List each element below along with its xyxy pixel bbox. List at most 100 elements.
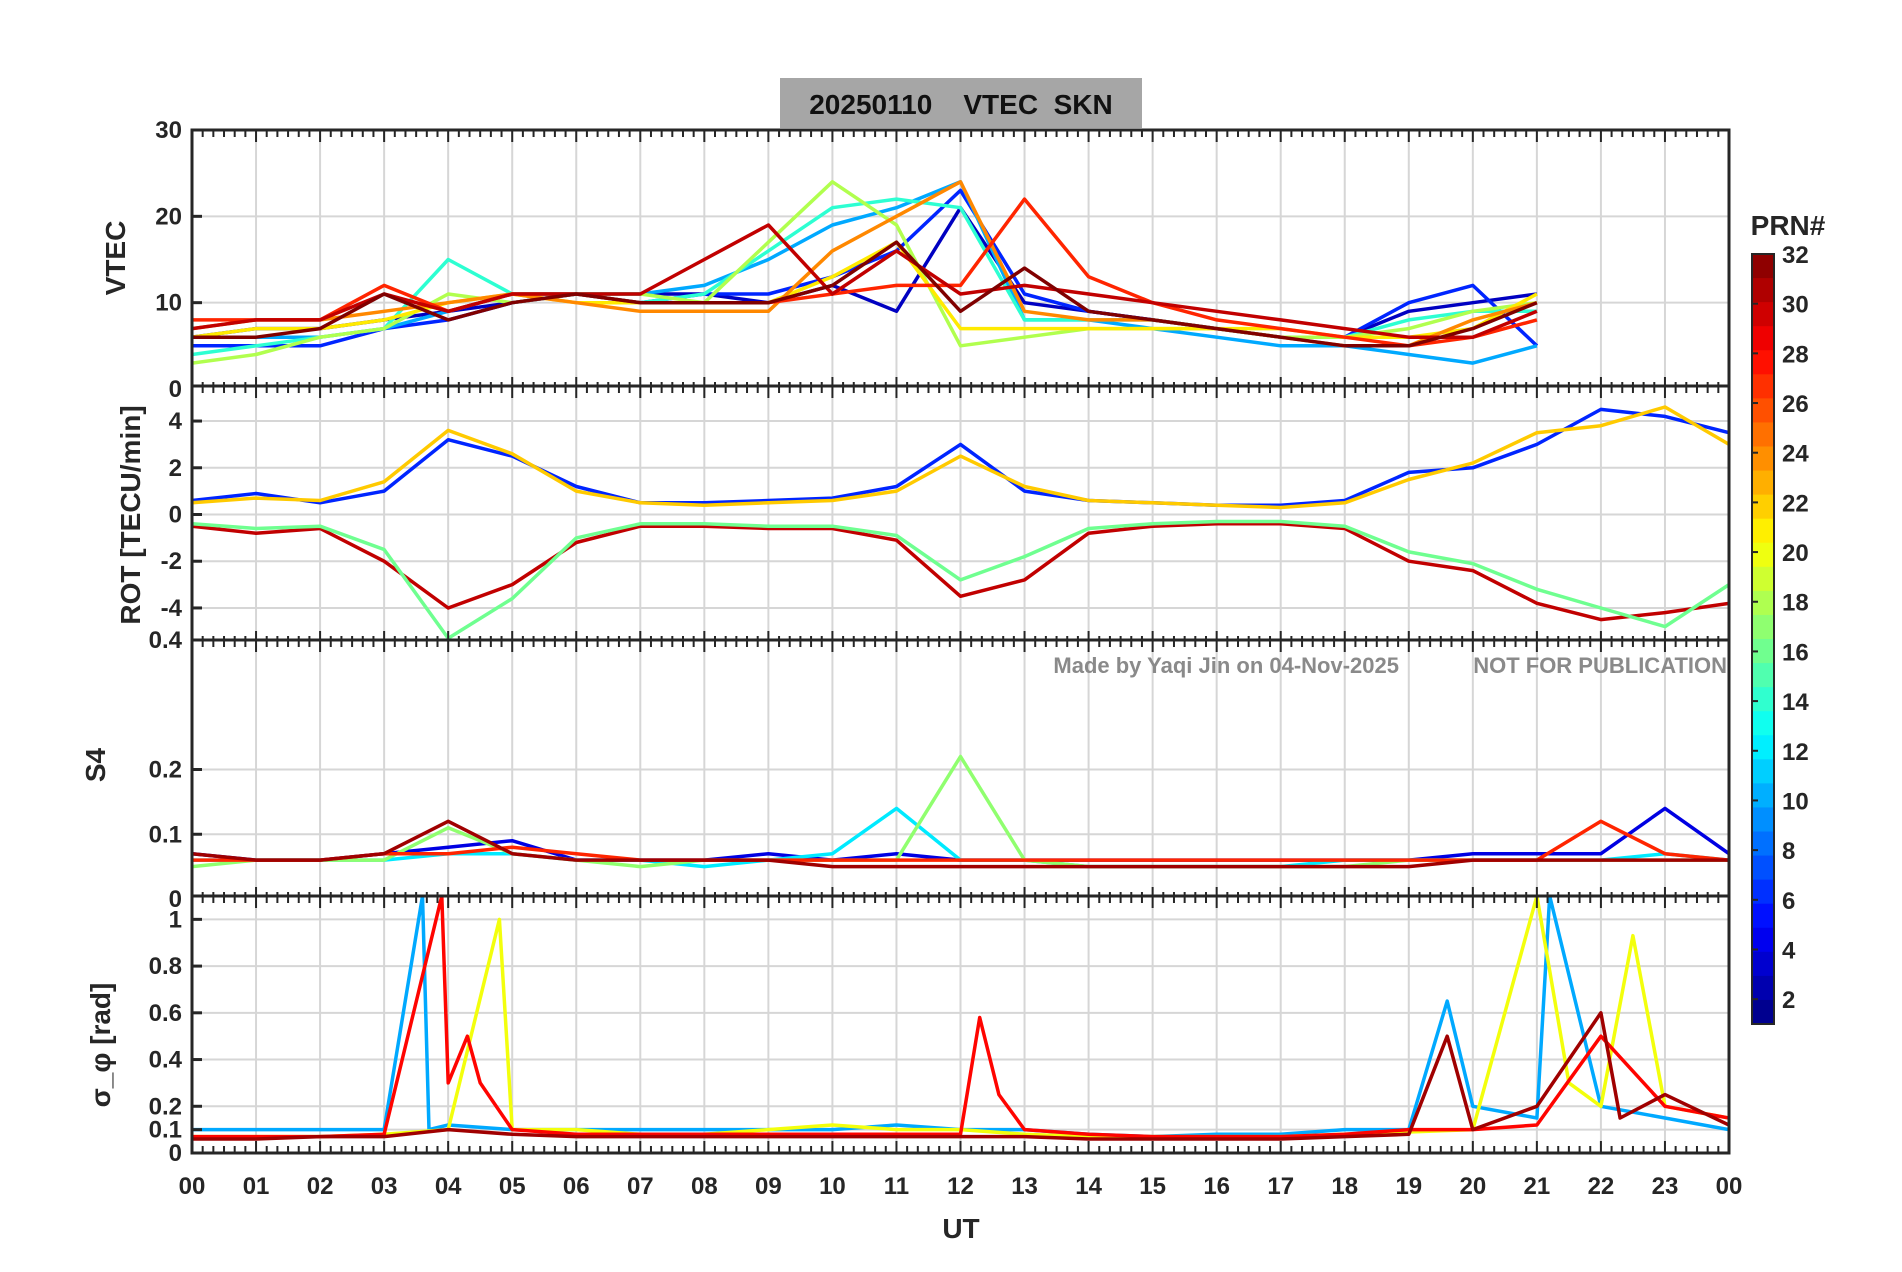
colorbar-tick-label: 2 (1782, 987, 1795, 1014)
y-tick-label: 30 (155, 117, 182, 144)
x-tick-label: 12 (947, 1173, 974, 1200)
colorbar-frame (1751, 253, 1775, 1025)
x-tick-label: 02 (307, 1173, 334, 1200)
x-axis-label: UT (942, 1213, 979, 1244)
colorbar-tick-label: 14 (1782, 689, 1809, 716)
series-line-rot-prn22 (192, 405, 1729, 510)
y-tick-label: 0.2 (149, 1093, 182, 1120)
x-tick-label: 11 (884, 1173, 909, 1200)
panel-sigma_phi: 00.10.2 0.4 0.6 0.8 1 σ_φ [rad] (85, 894, 1731, 1167)
colorbar-segment (1752, 663, 1774, 688)
y-tick-label: 10 (155, 290, 182, 317)
x-tick-label: 19 (1395, 1173, 1422, 1200)
y-axis-label-rot: ROT [TECU/min] (115, 405, 146, 624)
plot-title: 20250110 VTEC SKN (809, 89, 1113, 120)
x-tick-label: 22 (1588, 1173, 1615, 1200)
x-tick-label: 23 (1652, 1173, 1679, 1200)
panel-s4: 0 0.1 0.2 0.4 S4 (80, 627, 1731, 913)
colorbar-segment (1752, 999, 1774, 1025)
colorbar-segment (1752, 783, 1774, 808)
colorbar-label: PRN# (1751, 210, 1826, 241)
axes-frame-sigma_phi (190, 894, 1731, 1155)
colorbar-segment (1752, 614, 1774, 640)
panel-rot: -4 -2 0 2 4 ROT [TECU/min] (115, 384, 1731, 645)
y-tick-label: 4 (169, 408, 183, 435)
colorbar-segment (1752, 326, 1774, 351)
watermark-made-by: Made by Yaqi Jin on 04-Nov-2025 (1053, 653, 1399, 678)
y-tick-label: 0 (169, 502, 182, 529)
y-tick-label: 0 (169, 376, 182, 403)
colorbar-segment (1752, 350, 1774, 375)
colorbar-tick-label: 6 (1782, 888, 1795, 915)
colorbar-segment (1752, 831, 1774, 857)
x-tick-label: 10 (819, 1173, 846, 1200)
x-tick-label: 03 (371, 1173, 398, 1200)
y-tick-label: 1 (169, 906, 182, 933)
y-tick-label: 0.6 (149, 1000, 182, 1027)
y-tick-label: 0.1 (149, 821, 182, 848)
colorbar-segment (1752, 807, 1774, 832)
x-tick-label: 06 (563, 1173, 590, 1200)
x-tick-label: 16 (1203, 1173, 1230, 1200)
colorbar-segment (1752, 494, 1774, 520)
colorbar-segment (1752, 639, 1774, 664)
colorbar-segment (1752, 903, 1774, 929)
colorbar-segment (1752, 855, 1774, 881)
x-tick-label: 17 (1267, 1173, 1294, 1200)
x-tick-label: 00 (179, 1173, 206, 1200)
colorbar-segment (1752, 446, 1774, 472)
colorbar-segment (1752, 711, 1774, 736)
y-tick-label: 0.8 (149, 953, 182, 980)
y-tick-label: 0 (169, 1140, 182, 1167)
x-tick-label: 07 (627, 1173, 654, 1200)
x-tick-label: 13 (1011, 1173, 1038, 1200)
x-tick-label: 09 (755, 1173, 782, 1200)
x-tick-label: 00 (1716, 1173, 1743, 1200)
panels: 0 10 20 30 VTEC -4 -2 0 2 4 ROT [TECU/min] 0 0.1 0.2 0… (80, 117, 1731, 1167)
colorbar-segment (1752, 398, 1774, 423)
x-tick-label: 18 (1331, 1173, 1358, 1200)
colorbar-tick-label: 10 (1782, 788, 1809, 815)
colorbar-segment (1752, 566, 1774, 592)
y-axis-label-vtec: VTEC (100, 221, 131, 296)
colorbar-tick-label: 30 (1782, 292, 1809, 319)
y-axis-label-sigma_phi: σ_φ [rad] (85, 983, 116, 1108)
colorbar-segment (1752, 759, 1774, 784)
series-line-vtec-prn27 (192, 197, 1538, 348)
colorbar-tick-label: 22 (1782, 490, 1809, 517)
colorbar-tick-label: 18 (1782, 590, 1809, 617)
series-line-rot-prn30 (192, 522, 1729, 622)
series-line-sigma_phi-prn28 (192, 896, 1729, 1139)
colorbar-segment (1752, 374, 1774, 399)
x-tick-label: 14 (1075, 1173, 1102, 1200)
colorbar-tick-label: 24 (1782, 441, 1809, 468)
y-tick-label: 20 (155, 203, 182, 230)
colorbar-tick-label: 8 (1782, 838, 1795, 865)
series-group-s4 (192, 754, 1729, 869)
colorbar-segment (1752, 518, 1774, 544)
series-line-rot-prn6 (192, 407, 1729, 507)
colorbar-segment (1752, 254, 1774, 279)
x-tick-label: 20 (1459, 1173, 1486, 1200)
y-tick-label: 0.4 (149, 627, 183, 654)
colorbar-segment (1752, 302, 1774, 327)
series-line-s4-prn31 (192, 819, 1729, 869)
colorbar-tick-label: 26 (1782, 391, 1809, 418)
colorbar-tick-label: 20 (1782, 540, 1809, 567)
x-tick-label: 15 (1139, 1173, 1166, 1200)
y-tick-label: -4 (161, 595, 183, 622)
y-tick-label: 2 (169, 455, 182, 482)
y-tick-label: 0.2 (149, 757, 182, 784)
colorbar-tick-label: 32 (1782, 242, 1809, 269)
series-line-sigma_phi-prn20 (192, 896, 1729, 1139)
x-tick-label: 21 (1524, 1173, 1551, 1200)
series-line-sigma_phi-prn31 (192, 1011, 1729, 1141)
x-axis-ticks: 00 01 02 03 04 05 06 07 08 09 10 11 12 13 14 15 16 17 18 19… (179, 1173, 1743, 1200)
colorbar-tick-label: 4 (1782, 937, 1796, 964)
y-tick-label: -2 (161, 548, 182, 575)
x-tick-label: 05 (499, 1173, 526, 1200)
series-line-vtec-prn10 (192, 180, 1538, 365)
colorbar-segment (1752, 927, 1774, 953)
x-tick-label: 01 (243, 1173, 270, 1200)
